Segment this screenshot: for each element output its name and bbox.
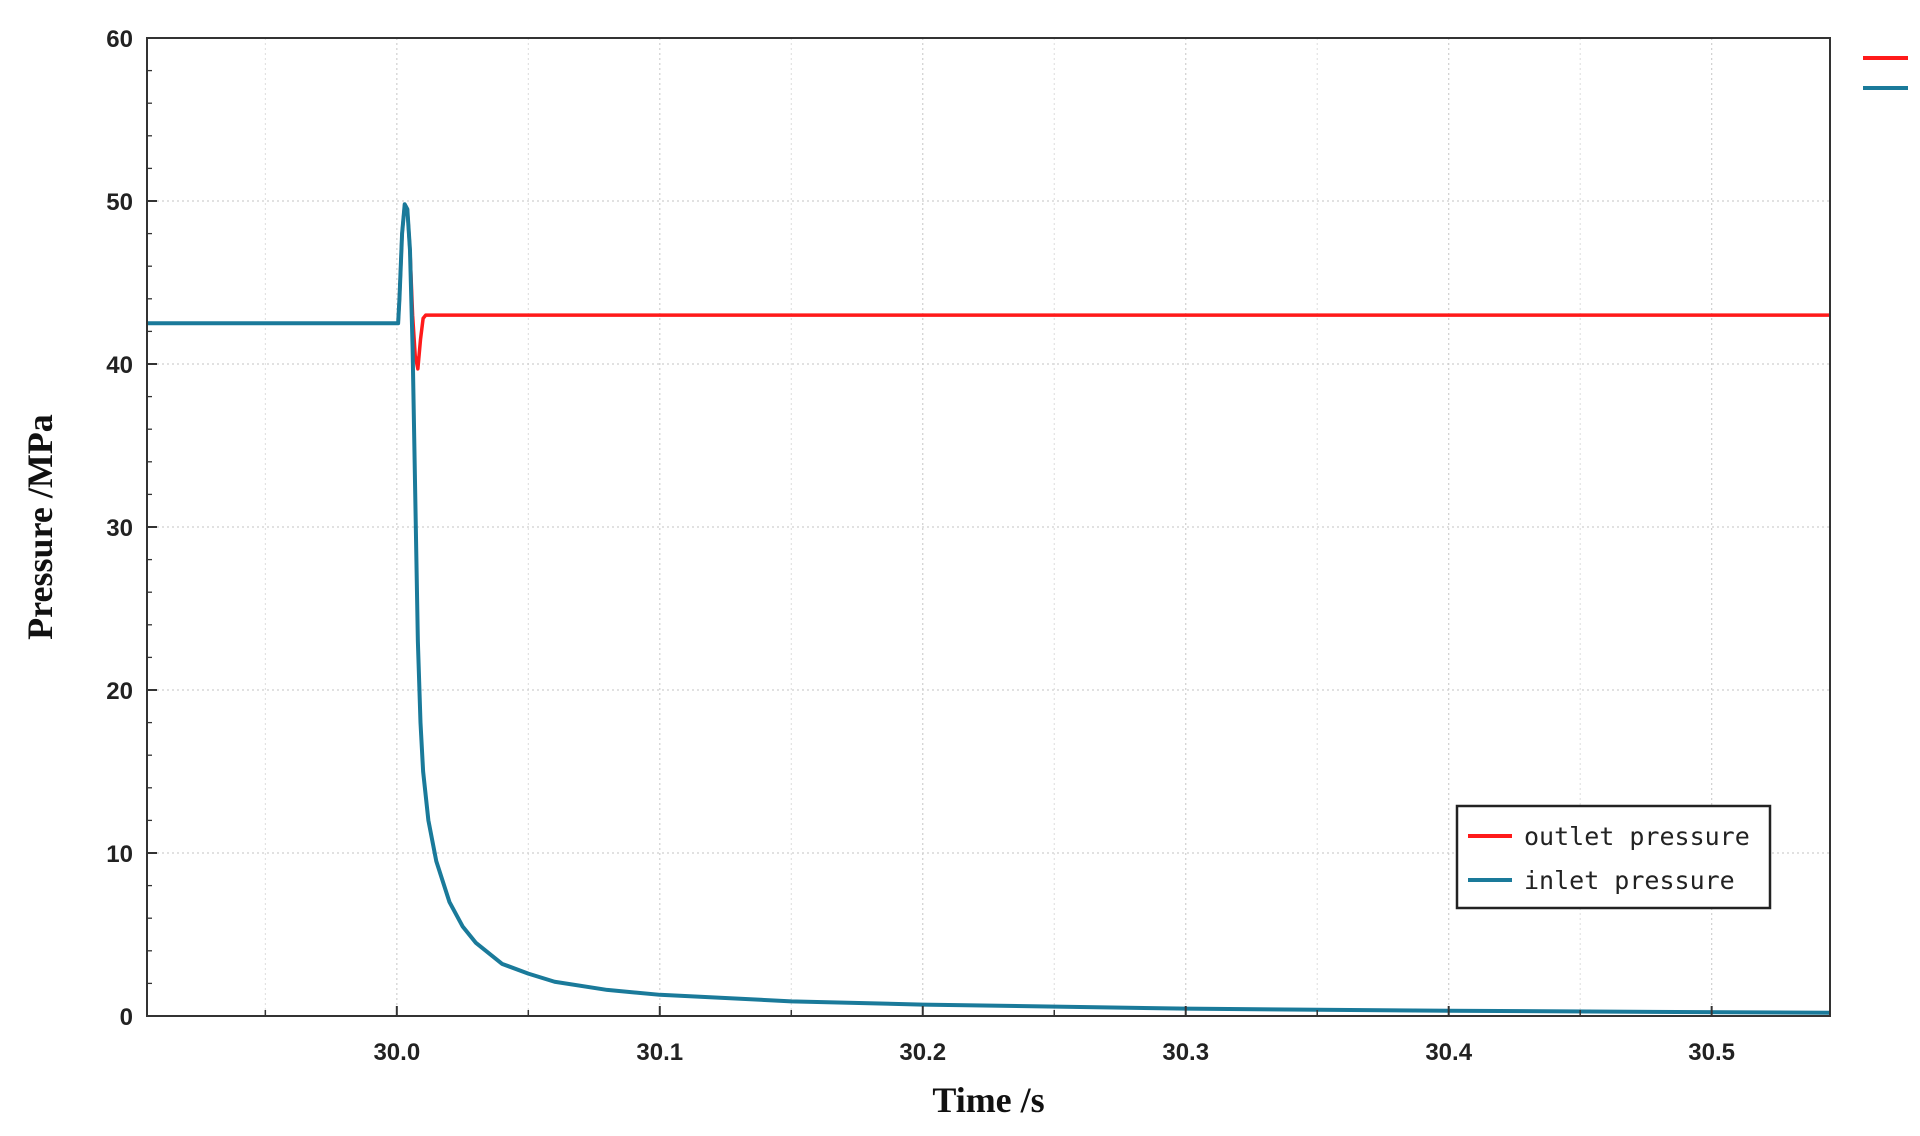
legend-box [1455, 804, 1772, 910]
y-axis-label: Pressure /MPa [20, 414, 60, 640]
x-tick-label: 30.2 [899, 1039, 946, 1066]
x-axis-label: Time /s [932, 1080, 1044, 1120]
series-line-inlet-pressure [147, 202, 1831, 1015]
legend: outlet pressure inlet pressure [1455, 804, 1772, 910]
grid-lines [147, 38, 1830, 1016]
x-tick-label: 30.5 [1688, 1039, 1735, 1066]
x-tick-label: 30.0 [373, 1039, 420, 1066]
x-tick-label: 30.3 [1162, 1039, 1209, 1066]
y-tick-label: 10 [106, 841, 133, 868]
legend-stubs [1863, 56, 1908, 90]
y-tick-label: 20 [106, 678, 133, 705]
x-tick-label: 30.4 [1425, 1039, 1472, 1066]
legend-entry-outlet-pressure: outlet pressure [1524, 822, 1750, 851]
axis-ticks [147, 37, 1713, 1017]
y-tick-label: 0 [120, 1004, 133, 1031]
y-tick-label: 40 [106, 352, 133, 379]
y-tick-label: 30 [106, 515, 133, 542]
legend-entry-inlet-pressure: inlet pressure [1524, 866, 1735, 895]
y-tick-label: 50 [106, 189, 133, 216]
series-lines [147, 202, 1831, 1015]
x-tick-label: 30.1 [636, 1039, 683, 1066]
y-tick-label: 60 [106, 26, 133, 53]
tick-labels: 30.0 30.1 30.2 30.3 30.4 30.5 0 10 20 30 40 50 60 [106, 26, 1735, 1066]
